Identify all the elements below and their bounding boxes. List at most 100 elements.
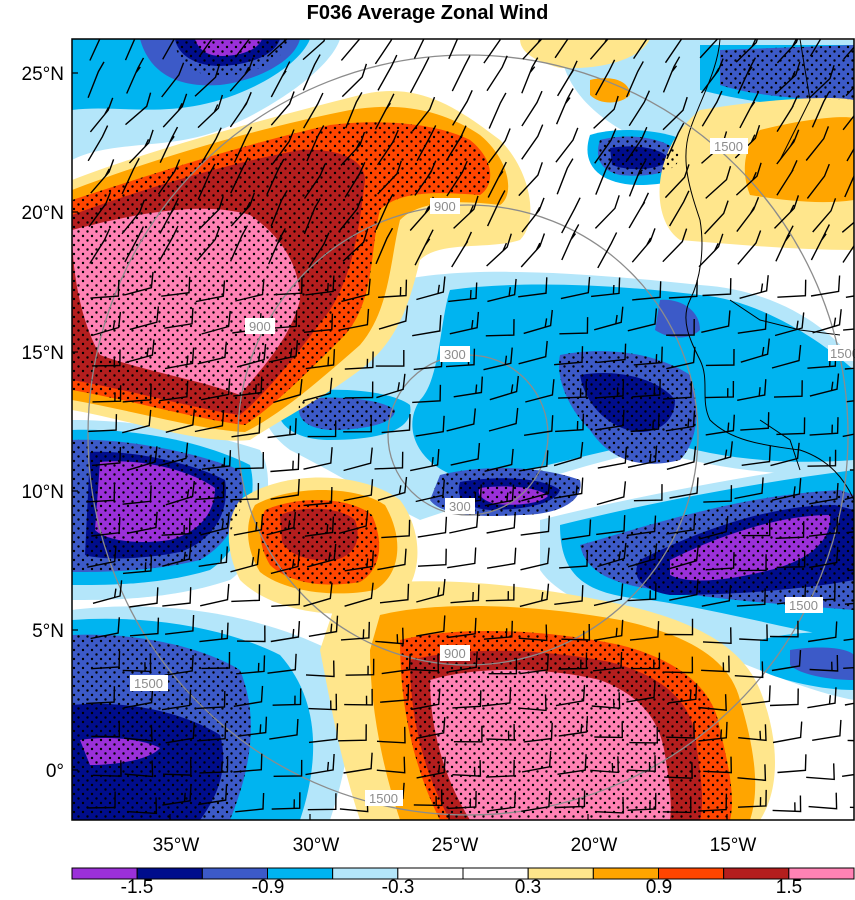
wind-barb (452, 90, 473, 126)
wind-barb (843, 46, 854, 60)
wind-barb (488, 92, 507, 129)
wind-barb (157, 159, 181, 195)
wind-barb (266, 511, 296, 536)
wind-barb (553, 477, 584, 499)
wind-barb (558, 652, 588, 670)
wind-barb (417, 516, 448, 538)
wind-barb (233, 513, 264, 536)
wind-barb (159, 380, 189, 402)
wind-barb (200, 512, 230, 536)
wind-barb (344, 351, 374, 370)
wind-barb (270, 550, 301, 575)
wind-barb (737, 554, 767, 572)
wind-barb (485, 759, 515, 778)
wind-barb (164, 307, 194, 329)
wind-barb (199, 755, 229, 774)
wind-barb (486, 511, 516, 534)
wind-barb (302, 92, 324, 129)
wind-barb (162, 39, 176, 60)
wind-barb (809, 373, 840, 397)
ring-label: 300 (444, 347, 466, 362)
wind-barb (481, 687, 512, 707)
wind-barb (412, 315, 442, 337)
wind-barb (771, 650, 802, 672)
wind-barb (486, 723, 516, 741)
wind-barb (702, 627, 732, 645)
wind-barb (235, 278, 265, 302)
wind-barb (92, 385, 122, 403)
wind-barb (810, 224, 831, 261)
wind-barb (273, 759, 303, 777)
wind-barb (416, 276, 446, 301)
wind-barb (555, 88, 574, 125)
wind-barb (739, 275, 769, 299)
wind-barb (704, 200, 729, 235)
wind-barb (344, 162, 366, 198)
wind-barb (631, 378, 661, 398)
wind-barb (271, 792, 301, 810)
wind-barb (845, 86, 854, 97)
wind-barb (486, 233, 512, 267)
wind-barb (701, 584, 732, 607)
wind-barb (519, 450, 549, 472)
wind-barb (416, 615, 446, 637)
colorbar-label: -0.3 (382, 877, 415, 898)
wind-barb (200, 583, 230, 607)
wind-barb (158, 442, 189, 467)
wind-barb (518, 624, 548, 642)
wind-barb (630, 413, 660, 433)
wind-barb (161, 62, 185, 98)
wind-barb (128, 129, 154, 164)
wind-barb (560, 276, 591, 300)
wind-barb (122, 485, 152, 505)
wind-barb (737, 57, 757, 94)
wind-barb (453, 195, 479, 229)
wind-barb (414, 160, 437, 196)
wind-barb (270, 91, 295, 126)
wind-barb (597, 542, 627, 568)
wind-barb (698, 233, 724, 268)
wind-barb (308, 615, 339, 637)
wind-barb (662, 228, 688, 263)
wind-barb (558, 716, 589, 737)
ring-label: 1500 (830, 346, 855, 361)
wind-barb (305, 275, 335, 296)
wind-barb (486, 190, 506, 227)
wind-barb (235, 792, 265, 813)
wind-barb (701, 655, 730, 673)
wind-barb (339, 196, 363, 231)
wind-barb (129, 617, 160, 637)
wind-barb (809, 64, 835, 99)
colorbar-label: 0.9 (646, 877, 672, 898)
wind-barb (343, 752, 373, 774)
wind-barb (664, 762, 693, 779)
wind-barb (449, 311, 480, 335)
wind-barb (122, 409, 152, 434)
wind-barb (662, 796, 692, 814)
wind-barb (628, 160, 647, 197)
wind-barb (381, 414, 411, 434)
wind-barb (483, 347, 513, 371)
wind-barb (705, 380, 735, 399)
wind-barb (235, 451, 264, 470)
wind-barb (665, 410, 696, 432)
wind-barb (375, 350, 405, 367)
wind-barb (128, 797, 158, 815)
wind-barb (554, 346, 584, 366)
wind-barb (553, 441, 584, 467)
wind-barb (303, 582, 333, 607)
wind-barb (737, 313, 768, 334)
wind-barb (734, 477, 764, 500)
wind-barb (270, 621, 301, 643)
wind-barb (554, 585, 584, 605)
wind-barb (451, 231, 473, 268)
wind-barb (597, 447, 628, 469)
wind-barb (450, 584, 480, 604)
wind-barb (91, 446, 122, 467)
wind-barb (561, 519, 592, 541)
wind-barb (741, 519, 771, 537)
wind-barb (162, 759, 192, 776)
wind-barb (129, 306, 160, 331)
wind-barb (338, 724, 367, 742)
